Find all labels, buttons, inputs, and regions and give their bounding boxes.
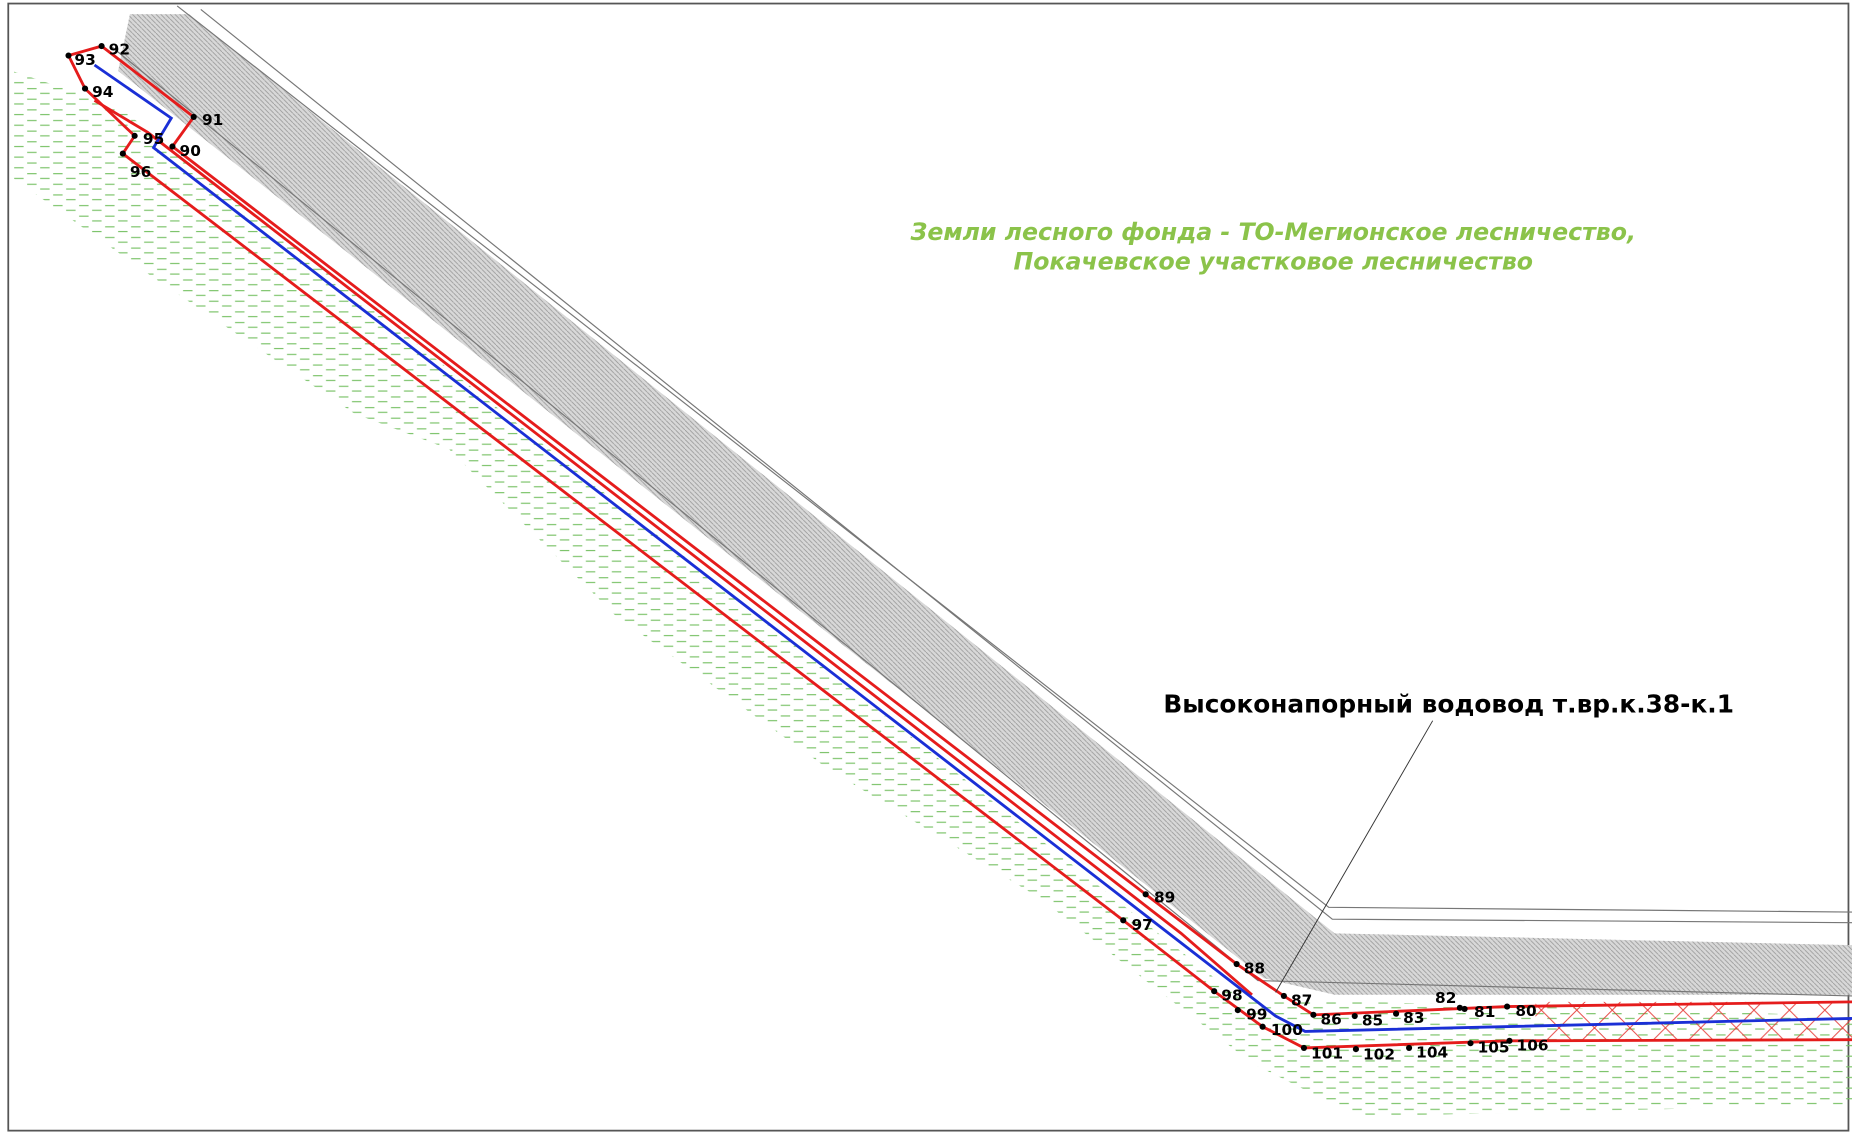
point-label: 80 (1515, 1002, 1536, 1020)
boundary-point (1352, 1046, 1359, 1053)
boundary-point (190, 113, 197, 121)
pipeline (93, 63, 1852, 1033)
boundary-point (1351, 1012, 1358, 1020)
boundary-point (1506, 1037, 1513, 1044)
boundary-point (1504, 1003, 1511, 1010)
boundary-point (1259, 1023, 1266, 1030)
point-label: 106 (1517, 1036, 1549, 1054)
boundary-point (169, 143, 176, 150)
boundary-point (1120, 917, 1127, 924)
boundary-point (1467, 1040, 1474, 1047)
point-label: 81 (1474, 1003, 1495, 1021)
point-label: 86 (1320, 1010, 1341, 1028)
boundary-point (98, 43, 105, 50)
point-label: 97 (1132, 916, 1153, 934)
boundary-point (119, 150, 126, 157)
point-label: 104 (1416, 1043, 1448, 1061)
point-label: 98 (1221, 987, 1242, 1005)
boundary-point (81, 85, 89, 92)
point-label: 92 (109, 40, 130, 58)
boundary-point (1234, 1007, 1241, 1014)
boundary-point (1211, 988, 1218, 995)
point-label: 95 (143, 130, 164, 148)
boundary-point (131, 132, 138, 139)
point-label: 102 (1363, 1046, 1395, 1064)
point-label: 93 (74, 51, 95, 69)
boundary-point (1406, 1044, 1413, 1052)
point-label: 105 (1478, 1039, 1510, 1057)
point-label: 88 (1244, 960, 1265, 978)
forest-label: Земли лесного фонда - ТО-Мегионское лесн… (910, 218, 1636, 246)
forest-label: Покачевское участковое лесничество (1013, 247, 1533, 275)
boundary-point (1142, 891, 1149, 898)
boundary-point (1461, 1005, 1468, 1013)
point-label: 96 (130, 163, 151, 181)
point-label: 99 (1246, 1006, 1267, 1024)
point-label: 100 (1271, 1021, 1303, 1039)
road-edges (111, 5, 1852, 997)
boundary-point (65, 52, 72, 59)
point-label: 85 (1362, 1011, 1383, 1029)
boundary-point (1280, 992, 1287, 1000)
boundary-point (1393, 1010, 1400, 1017)
point-label: 87 (1291, 991, 1312, 1009)
road-band (118, 14, 1852, 995)
boundary-point (1233, 960, 1240, 968)
frame (7, 2, 1850, 1132)
point-label: 90 (180, 142, 201, 160)
boundary-point (1456, 1004, 1463, 1011)
point-label: 101 (1311, 1045, 1343, 1063)
leader-line (1275, 720, 1434, 993)
boundary-point (1310, 1011, 1317, 1018)
point-label: 82 (1435, 989, 1456, 1007)
point-label: 83 (1403, 1009, 1424, 1027)
pipeline-label: Высоконапорный водовод т.вр.к.38-к.1 (1163, 689, 1734, 718)
point-label: 91 (202, 111, 223, 129)
boundary-point (1300, 1044, 1308, 1052)
point-label: 94 (92, 83, 113, 101)
point-label: 89 (1154, 889, 1175, 907)
